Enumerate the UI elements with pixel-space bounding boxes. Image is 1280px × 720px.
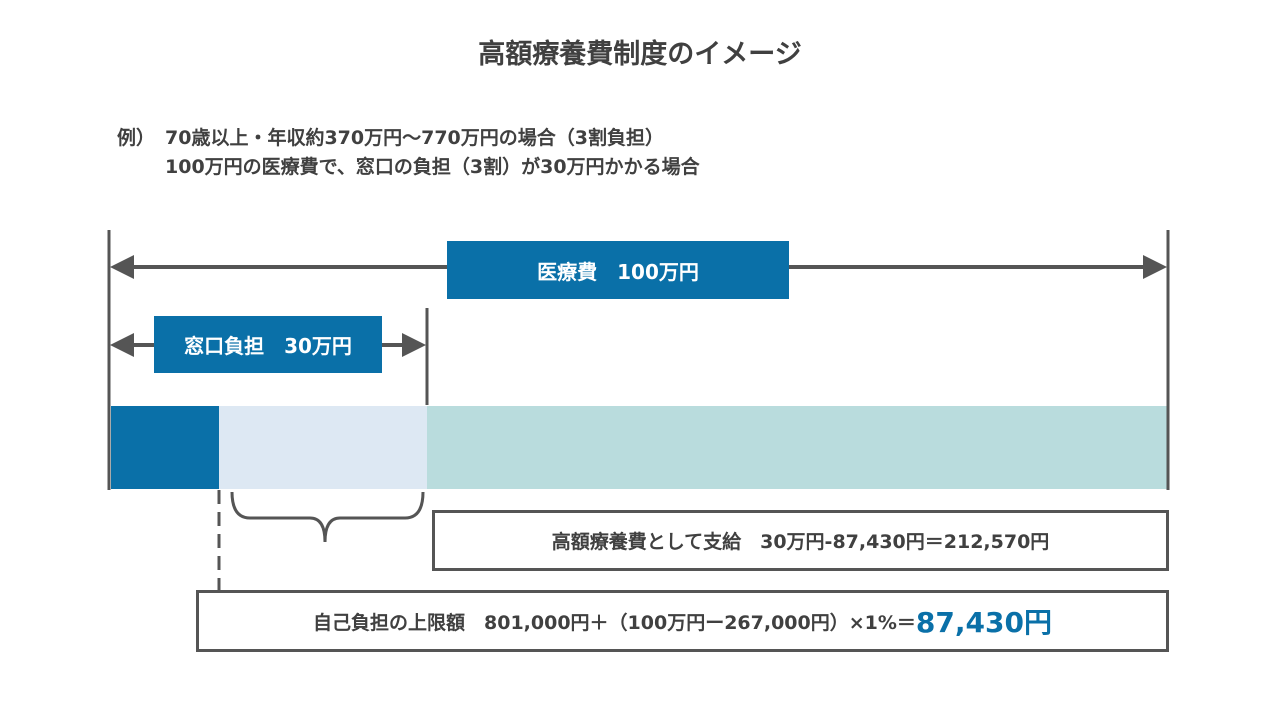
window-payment-label: 窓口負担 30万円 <box>154 316 382 373</box>
example-prefix: 例） <box>117 127 156 149</box>
limit-box: 自己負担の上限額 801,000円＋（100万円ー267,000円）×1%＝ 87… <box>196 590 1169 652</box>
example-line-2: 100万円の医療費で、窓口の負担（3割）が30万円かかる場合 <box>165 156 700 178</box>
medical-cost-label: 医療費 100万円 <box>447 241 789 299</box>
self-pay-segment <box>111 406 219 489</box>
benefit-box: 高額療養費として支給 30万円-87,430円＝212,570円 <box>432 510 1169 571</box>
example-line-1: 70歳以上・年収約370万円～770万円の場合（3割負担） <box>165 127 664 149</box>
benefit-segment <box>219 406 427 489</box>
limit-value: 87,430円 <box>915 606 1052 639</box>
page-title: 高額療養費制度のイメージ <box>478 39 802 70</box>
brace <box>230 491 425 543</box>
limit-formula: 自己負担の上限額 801,000円＋（100万円ー267,000円）×1%＝ <box>313 611 916 634</box>
insurance-segment <box>427 406 1168 489</box>
benefit-text: 高額療養費として支給 30万円-87,430円＝212,570円 <box>551 531 1050 553</box>
